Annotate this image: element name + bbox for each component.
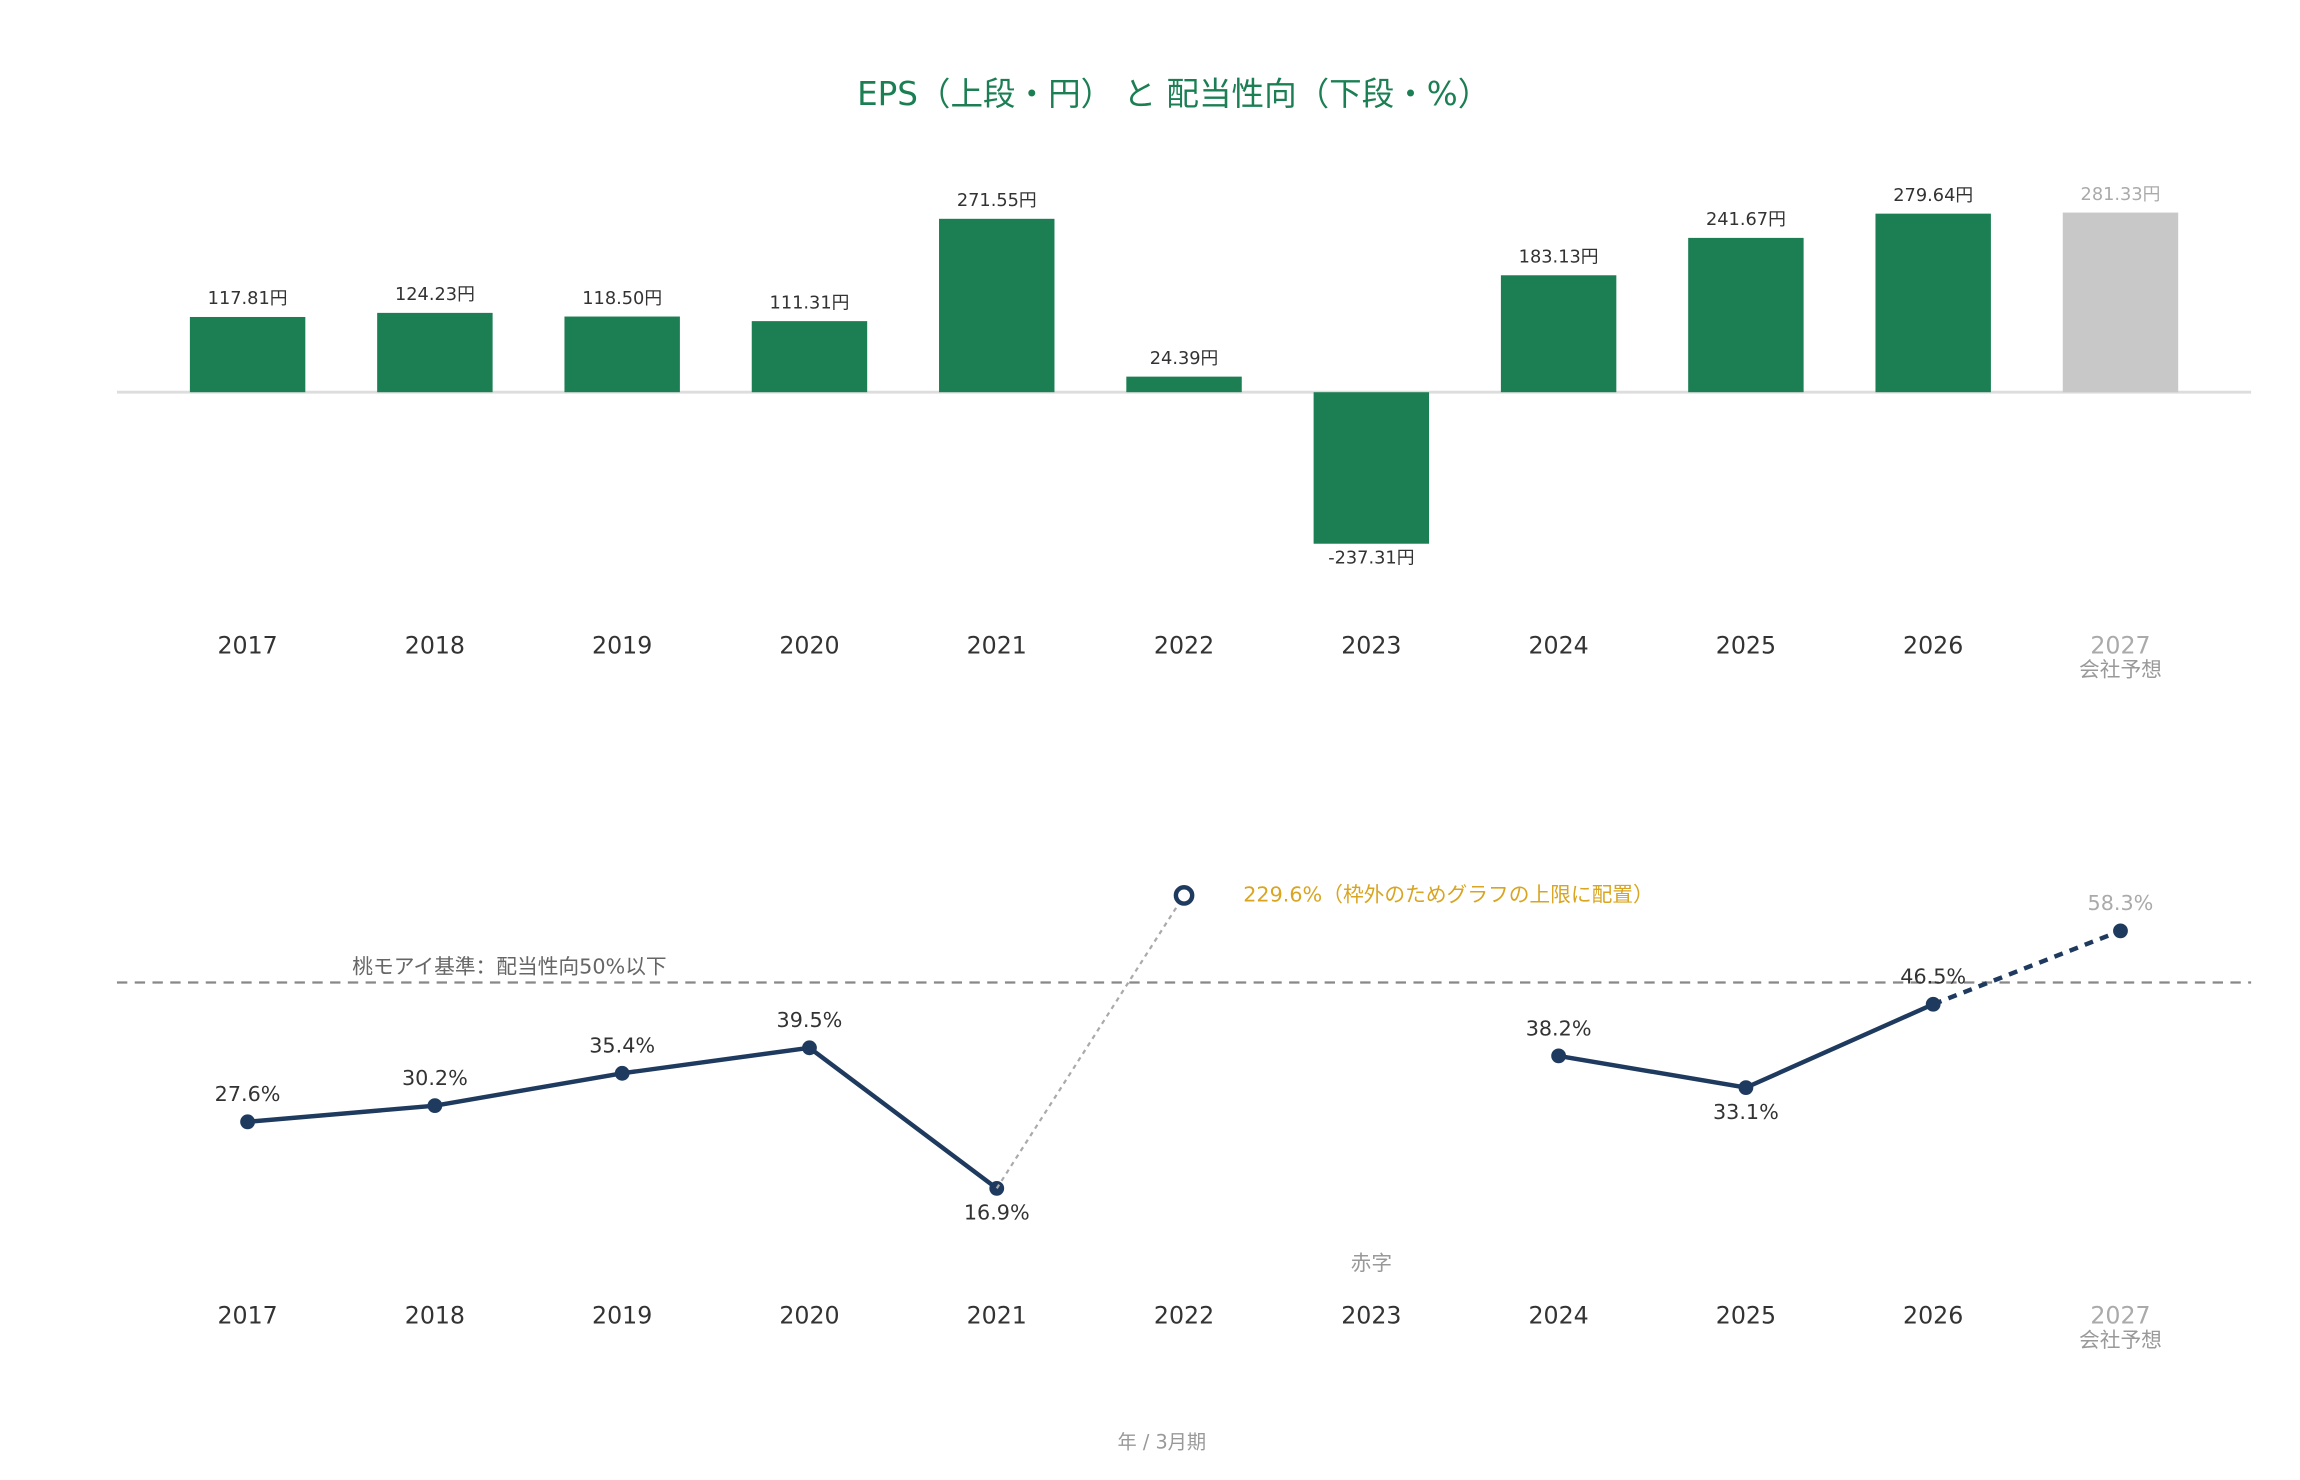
x-tick-label: 2023: [1341, 1302, 1401, 1330]
data-label: 38.2%: [1526, 1016, 1592, 1040]
x-tick-label: 2026: [1903, 631, 1963, 659]
data-label: 39.5%: [777, 1008, 843, 1032]
x-tick-label: 2017: [217, 1302, 277, 1330]
x-tick-label: 2024: [1528, 631, 1588, 659]
data-label: 30.2%: [402, 1066, 468, 1090]
data-label: 27.6%: [215, 1082, 281, 1106]
point: [427, 1098, 443, 1114]
data-label: 124.23円: [395, 285, 475, 305]
data-label: -237.31円: [1328, 549, 1414, 569]
bar: [751, 321, 868, 393]
x-tick-label: 2017: [217, 631, 277, 659]
reference-label: 桃モアイ基準：配当性向50%以下: [352, 955, 666, 979]
data-label: 281.33円: [2081, 185, 2161, 205]
point: [614, 1065, 630, 1081]
point: [2113, 923, 2128, 939]
x-tick-label: 2027: [2090, 631, 2150, 659]
point: [1738, 1080, 1754, 1096]
bar: [1875, 213, 1991, 393]
x-tick-label: 2024: [1528, 1302, 1588, 1330]
bar: [1313, 392, 1430, 544]
x-tick-label: 2026: [1903, 1302, 1963, 1330]
forecast-line: [1932, 928, 2122, 1007]
x-tick-label: 2022: [1154, 631, 1214, 659]
data-label: 183.13円: [1519, 248, 1599, 268]
data-label: 117.81円: [208, 289, 288, 309]
x-tick-label: 2021: [967, 631, 1027, 659]
x-tick-label: 2018: [405, 631, 465, 659]
clipped-point: [1173, 885, 1195, 906]
data-label: 279.64円: [1893, 186, 1973, 206]
annotation: 229.6%（枠外のためグラフの上限に配置）: [1243, 882, 1654, 906]
x-tick-label: 2019: [592, 1302, 652, 1330]
bar: [564, 316, 680, 393]
x-tick-sublabel: 会社予想: [2079, 657, 2162, 681]
x-tick-label: 2021: [967, 1302, 1027, 1330]
data-label: 46.5%: [1900, 965, 1966, 989]
data-label: 111.31円: [770, 293, 850, 313]
x-tick-label: 2019: [592, 631, 652, 659]
x-tick-label: 2025: [1716, 631, 1776, 659]
bar: [1688, 237, 1804, 393]
data-label: 58.3%: [2088, 891, 2154, 915]
bar: [2062, 212, 2179, 393]
bar: [1126, 376, 1242, 393]
data-label: 271.55円: [957, 191, 1037, 211]
x-tick-label: 2023: [1341, 631, 1401, 659]
data-label: 24.39円: [1150, 349, 1219, 369]
bar: [939, 218, 1055, 393]
data-label: 241.67円: [1706, 210, 1786, 230]
bar: [1500, 275, 1617, 393]
data-label: 33.1%: [1713, 1100, 1779, 1124]
point: [802, 1040, 817, 1056]
chart-title: EPS（上段・円） と 配当性向（下段・%）: [857, 75, 1490, 113]
x-tick-sublabel: 会社予想: [2079, 1328, 2162, 1352]
bar: [377, 312, 493, 393]
point: [1551, 1048, 1567, 1064]
line: [247, 1002, 1935, 1191]
point: [1925, 996, 1941, 1012]
x-tick-label: 2027: [2090, 1302, 2150, 1330]
data-label: 35.4%: [589, 1034, 655, 1058]
x-tick-label: 2020: [779, 1302, 839, 1330]
data-label: 16.9%: [964, 1201, 1030, 1225]
bar: [189, 316, 306, 393]
x-tick-label: 2018: [405, 1302, 465, 1330]
data-label: 118.50円: [582, 289, 662, 309]
x-tick-label: 2020: [779, 631, 839, 659]
connector: [995, 894, 1185, 1189]
x-tick-label: 2022: [1154, 1302, 1214, 1330]
point: [240, 1114, 256, 1130]
x-tick-label: 2025: [1716, 1302, 1776, 1330]
x-axis-label: 年 / 3月期: [1118, 1431, 1207, 1454]
annotation: 赤字: [1351, 1251, 1392, 1275]
